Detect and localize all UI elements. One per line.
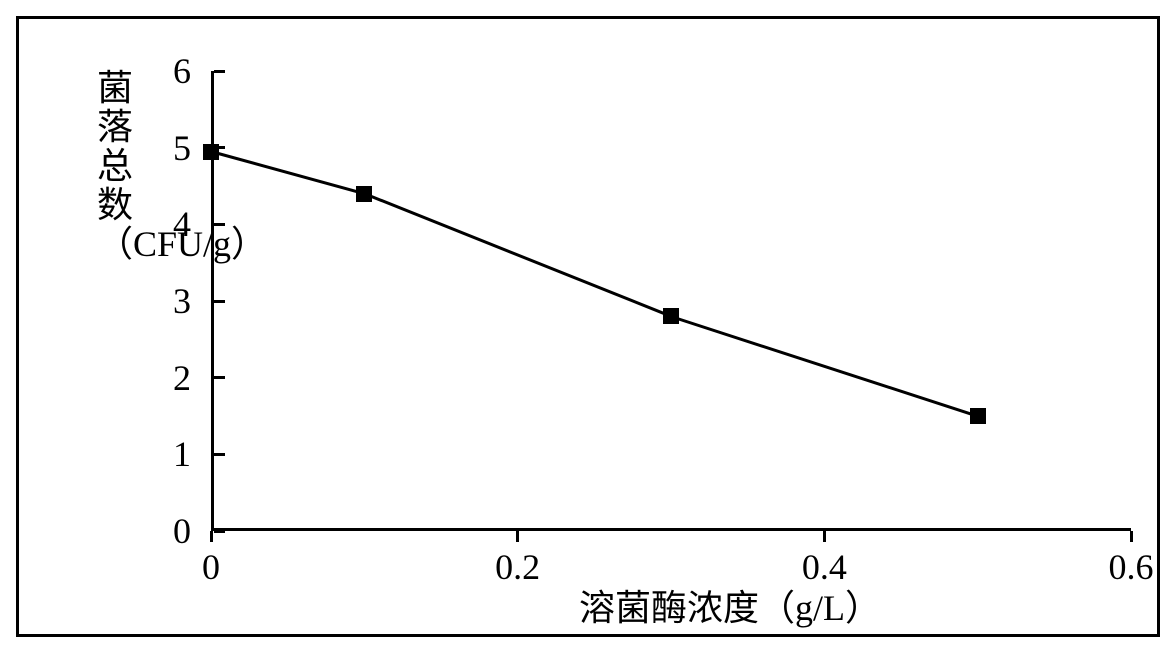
y-tick xyxy=(214,223,225,226)
y-tick xyxy=(214,453,225,456)
data-line-segment xyxy=(364,192,672,317)
y-tick-label: 0 xyxy=(151,510,191,552)
y-tick xyxy=(214,530,225,533)
x-tick-label: 0 xyxy=(202,546,220,588)
data-line-segment xyxy=(671,315,979,418)
x-tick-label: 0.6 xyxy=(1109,546,1154,588)
y-tick-label: 3 xyxy=(151,280,191,322)
x-tick xyxy=(516,531,519,542)
chart-frame: 菌落总数（CFU/g） 溶菌酶浓度（g/L） 012345600.20.40.6 xyxy=(16,16,1160,637)
x-tick xyxy=(823,531,826,542)
data-marker xyxy=(356,186,372,202)
data-marker xyxy=(663,308,679,324)
y-tick xyxy=(214,376,225,379)
y-tick xyxy=(214,300,225,303)
y-tick-label: 2 xyxy=(151,357,191,399)
x-tick-label: 0.4 xyxy=(802,546,847,588)
x-tick xyxy=(210,531,213,542)
data-marker xyxy=(970,408,986,424)
y-tick xyxy=(214,70,225,73)
plot-area: 012345600.20.40.6 xyxy=(211,71,1131,531)
y-tick-label: 4 xyxy=(151,203,191,245)
y-tick-label: 6 xyxy=(151,50,191,92)
data-line-segment xyxy=(211,150,365,195)
y-axis-label: 菌落总数（CFU/g） xyxy=(97,69,133,263)
x-tick-label: 0.2 xyxy=(495,546,540,588)
y-tick-label: 5 xyxy=(151,127,191,169)
x-tick xyxy=(1130,531,1133,542)
data-marker xyxy=(203,144,219,160)
x-axis-line xyxy=(211,528,1131,531)
y-tick-label: 1 xyxy=(151,433,191,475)
